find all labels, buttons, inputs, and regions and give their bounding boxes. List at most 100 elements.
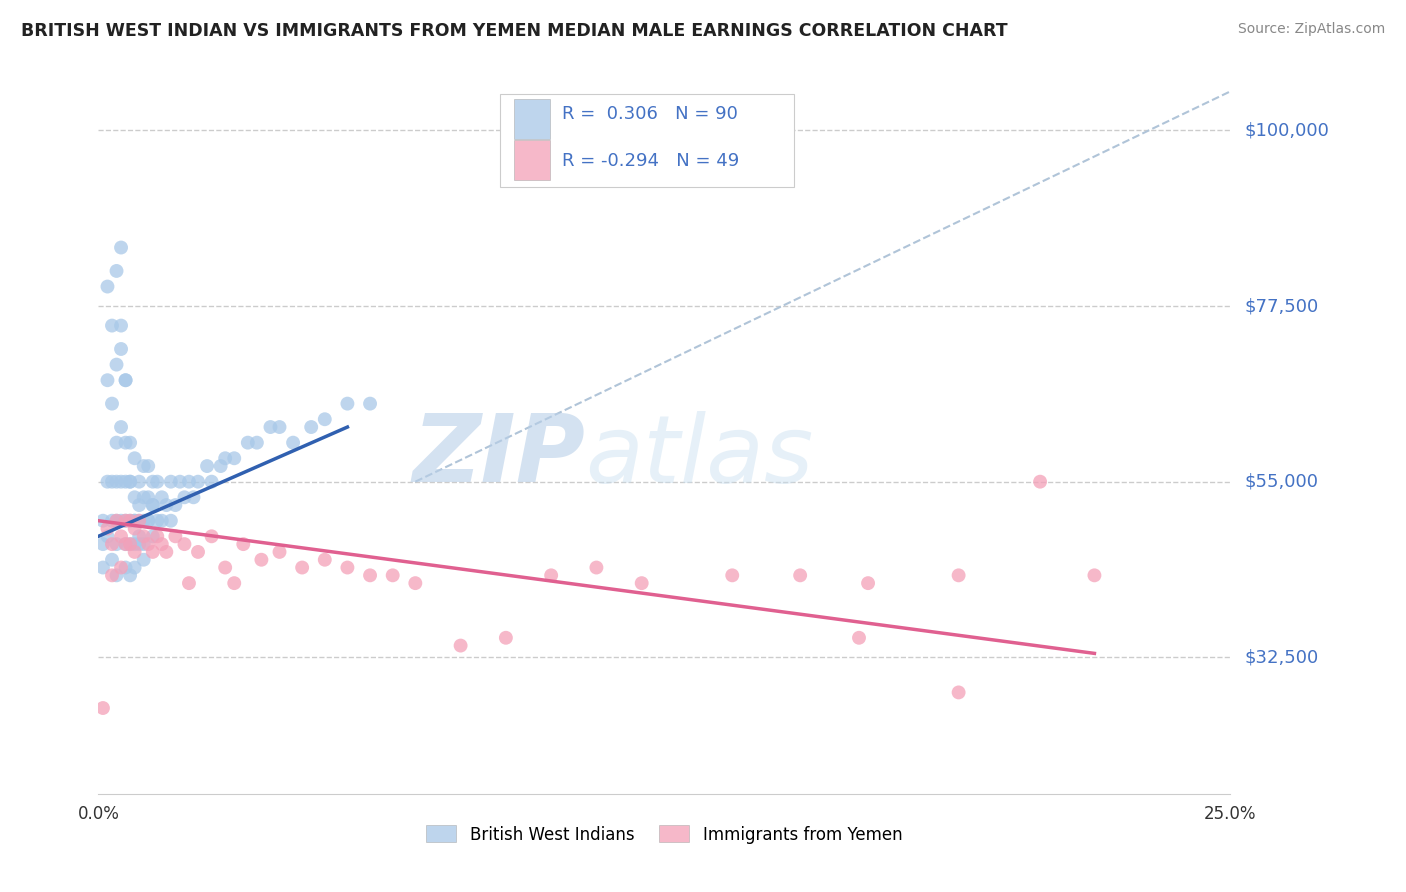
- Point: [136, 458, 159, 473]
- Text: Source: ZipAtlas.com: Source: ZipAtlas.com: [1237, 22, 1385, 37]
- Point: [96, 475, 118, 489]
- Point: [232, 537, 254, 551]
- Point: [187, 545, 209, 559]
- Point: [404, 576, 426, 591]
- Point: [105, 435, 128, 450]
- Point: [246, 435, 269, 450]
- Point: [177, 576, 200, 591]
- Point: [110, 560, 132, 574]
- Point: [155, 545, 177, 559]
- Text: BRITISH WEST INDIAN VS IMMIGRANTS FROM YEMEN MEDIAN MALE EARNINGS CORRELATION CH: BRITISH WEST INDIAN VS IMMIGRANTS FROM Y…: [21, 22, 1008, 40]
- Point: [359, 568, 381, 582]
- Point: [136, 514, 159, 528]
- Point: [105, 514, 128, 528]
- Point: [948, 568, 970, 582]
- Point: [114, 560, 136, 574]
- Point: [336, 396, 359, 410]
- Point: [120, 537, 142, 551]
- Point: [173, 537, 195, 551]
- Point: [1029, 475, 1052, 489]
- FancyBboxPatch shape: [513, 140, 550, 179]
- Point: [856, 576, 879, 591]
- Point: [150, 514, 173, 528]
- Point: [450, 639, 472, 653]
- Point: [105, 514, 128, 528]
- Point: [124, 490, 146, 504]
- Point: [495, 631, 517, 645]
- Point: [195, 458, 218, 473]
- Point: [721, 568, 744, 582]
- Point: [281, 435, 304, 450]
- Point: [101, 552, 124, 567]
- Point: [96, 373, 118, 387]
- FancyBboxPatch shape: [501, 94, 794, 187]
- Point: [142, 498, 165, 512]
- Point: [336, 560, 359, 574]
- Point: [142, 475, 165, 489]
- Point: [136, 537, 159, 551]
- Text: $32,500: $32,500: [1244, 648, 1319, 666]
- Point: [120, 537, 142, 551]
- Point: [132, 529, 155, 543]
- Point: [299, 420, 322, 434]
- Point: [128, 475, 150, 489]
- Point: [110, 514, 132, 528]
- Point: [128, 537, 150, 551]
- Point: [224, 576, 246, 591]
- Point: [124, 560, 146, 574]
- Point: [236, 435, 259, 450]
- Point: [96, 529, 118, 543]
- Point: [128, 529, 150, 543]
- Point: [150, 490, 173, 504]
- Point: [110, 475, 132, 489]
- Point: [359, 396, 381, 410]
- Point: [187, 475, 209, 489]
- Point: [101, 475, 124, 489]
- Point: [105, 475, 128, 489]
- Point: [146, 529, 169, 543]
- Point: [201, 529, 224, 543]
- Point: [132, 458, 155, 473]
- Point: [789, 568, 811, 582]
- Point: [848, 631, 870, 645]
- Point: [314, 412, 336, 426]
- Point: [120, 475, 142, 489]
- Point: [110, 318, 132, 333]
- Point: [124, 514, 146, 528]
- Point: [105, 264, 128, 278]
- FancyBboxPatch shape: [513, 99, 550, 138]
- Text: $77,500: $77,500: [1244, 297, 1319, 315]
- Point: [96, 279, 118, 293]
- Text: R = -0.294   N = 49: R = -0.294 N = 49: [562, 152, 740, 170]
- Point: [120, 435, 142, 450]
- Point: [224, 451, 246, 466]
- Point: [630, 576, 652, 591]
- Point: [948, 685, 970, 699]
- Point: [120, 475, 142, 489]
- Point: [101, 396, 124, 410]
- Point: [114, 475, 136, 489]
- Point: [124, 451, 146, 466]
- Point: [114, 514, 136, 528]
- Point: [128, 498, 150, 512]
- Point: [110, 240, 132, 255]
- Point: [250, 552, 273, 567]
- Point: [169, 475, 191, 489]
- Point: [105, 568, 128, 582]
- Point: [128, 514, 150, 528]
- Point: [540, 568, 562, 582]
- Point: [132, 490, 155, 504]
- Text: $100,000: $100,000: [1244, 121, 1329, 139]
- Point: [165, 529, 187, 543]
- Point: [259, 420, 281, 434]
- Point: [146, 514, 169, 528]
- Point: [214, 451, 236, 466]
- Point: [105, 358, 128, 372]
- Point: [91, 701, 114, 715]
- Point: [114, 435, 136, 450]
- Point: [381, 568, 404, 582]
- Text: ZIP: ZIP: [412, 410, 585, 502]
- Point: [101, 537, 124, 551]
- Text: R =  0.306   N = 90: R = 0.306 N = 90: [562, 105, 738, 123]
- Point: [110, 342, 132, 356]
